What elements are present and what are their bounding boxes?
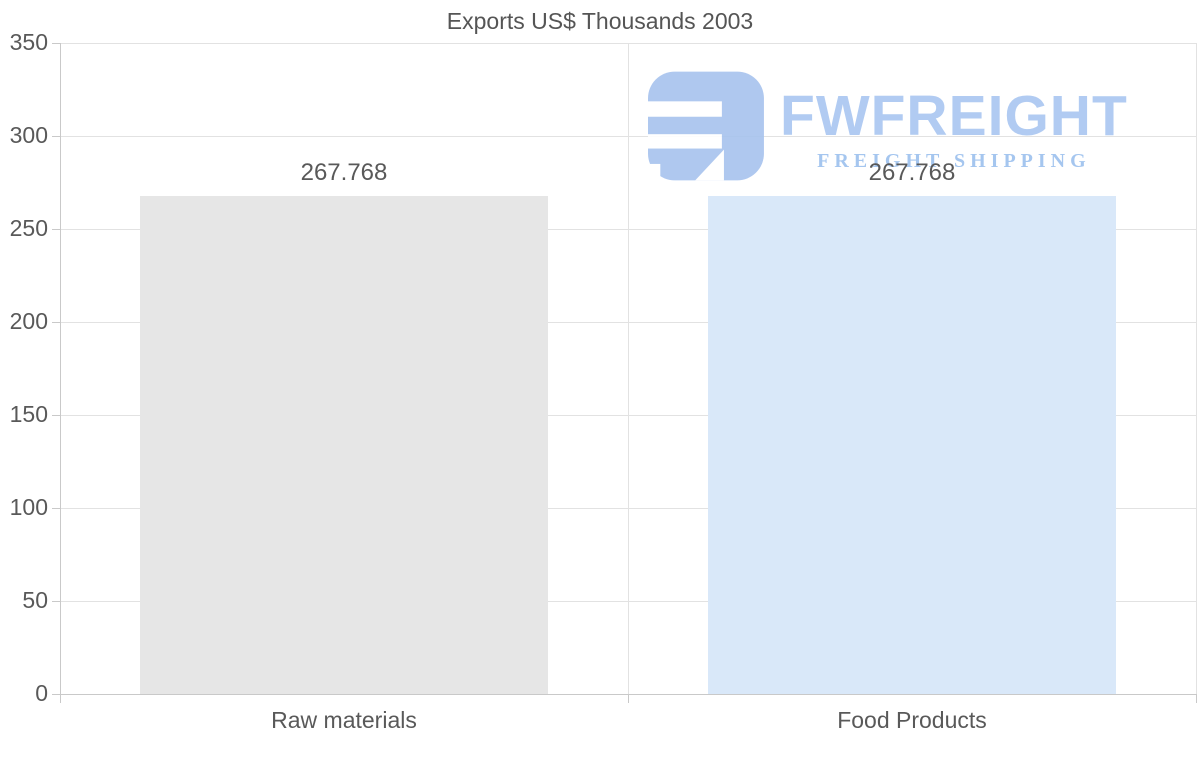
bar-value-label-food-products: 267.768 (868, 158, 956, 186)
x-tick-label-food-products: Food Products (837, 707, 987, 733)
x-tick-label-raw-materials: Raw materials (271, 707, 417, 733)
fwfreight-logo-icon (648, 71, 764, 181)
y-tick-mark-50 (52, 601, 60, 602)
x-tick-mark-2 (1196, 694, 1197, 703)
y-tick-mark-100 (52, 508, 60, 509)
x-tick-mark-1 (628, 694, 629, 703)
x-axis-line (60, 694, 1196, 695)
y-tick-label-350: 350 (9, 29, 48, 55)
y-tick-label-300: 300 (9, 122, 48, 148)
y-tick-mark-250 (52, 229, 60, 230)
y-tick-mark-300 (52, 136, 60, 137)
y-tick-label-200: 200 (9, 308, 48, 334)
bar-raw-materials[interactable] (139, 195, 549, 694)
watermark-brand-text: FWFREIGHT (780, 84, 1128, 148)
y-tick-mark-0 (52, 694, 60, 695)
y-axis-line (60, 43, 61, 694)
y-tick-label-50: 50 (22, 587, 48, 613)
gridline-x-boundary-1 (628, 43, 629, 694)
y-tick-mark-200 (52, 322, 60, 323)
bar-value-label-raw-materials: 267.768 (300, 158, 388, 186)
x-tick-mark-0 (60, 694, 61, 703)
y-tick-label-250: 250 (9, 215, 48, 241)
bar-food-products[interactable] (707, 195, 1117, 694)
y-tick-mark-150 (52, 415, 60, 416)
chart-title: Exports US$ Thousands 2003 (446, 8, 754, 34)
plot-right-border (1196, 43, 1197, 694)
y-tick-label-0: 0 (35, 680, 48, 706)
y-tick-label-100: 100 (9, 494, 48, 520)
watermark: FWFREIGHT FREIGHT SHIPPING (648, 68, 1128, 186)
watermark-tagline-text: FREIGHT SHIPPING (817, 150, 1091, 172)
y-tick-mark-350 (52, 43, 60, 44)
y-tick-label-150: 150 (9, 401, 48, 427)
